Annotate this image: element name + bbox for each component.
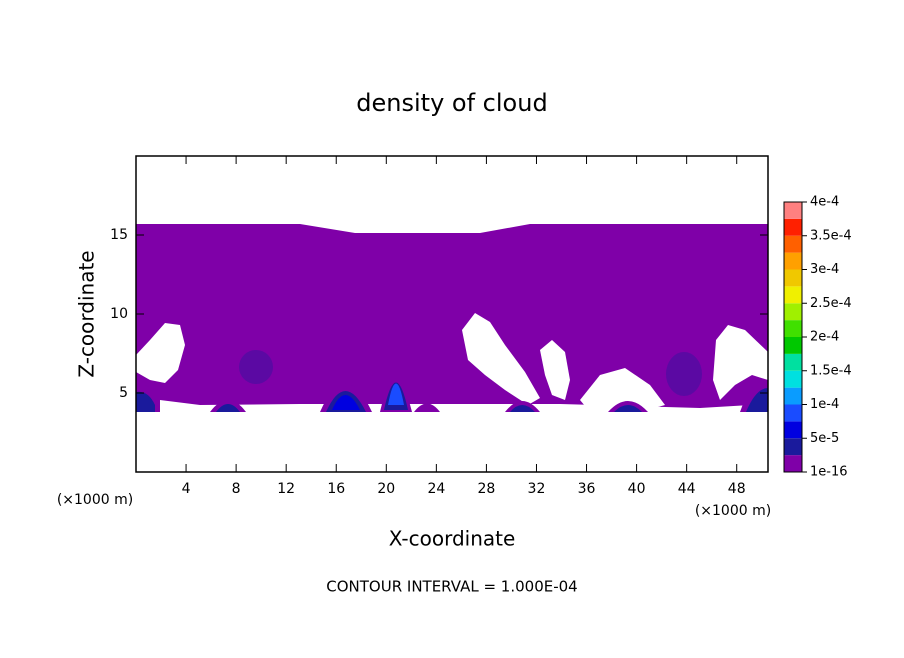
x-tick-label: 48: [728, 481, 746, 497]
contour-region: [388, 383, 404, 405]
colorbar-tick-label: 3e-4: [810, 262, 839, 277]
x-unit-label: (×1000 m): [695, 503, 771, 519]
contour-region: [332, 395, 360, 410]
x-tick-label: 28: [478, 481, 496, 497]
x-tick-label: 40: [628, 481, 646, 497]
colorbar-band: [784, 353, 802, 371]
contour-gap: [136, 323, 185, 383]
colorbar-band: [784, 455, 802, 472]
contour-region: [136, 391, 155, 412]
colorbar-band: [784, 404, 802, 422]
x-tick-label: 24: [427, 481, 445, 497]
contour-region: [239, 350, 273, 384]
x-unit-label: (×1000 m): [57, 492, 133, 508]
x-tick-label: 16: [327, 481, 345, 497]
colorbar-tick-label: 4e-4: [810, 195, 839, 210]
colorbar-band: [784, 421, 802, 439]
y-tick-label: 10: [110, 306, 128, 322]
contour-gap: [136, 396, 768, 414]
colorbar-band: [784, 269, 802, 287]
colorbar-band: [784, 303, 802, 321]
contour-region: [746, 388, 768, 412]
colorbar-tick-label: 3.5e-4: [810, 228, 852, 243]
colorbar-band: [784, 387, 802, 405]
colorbar-band: [784, 252, 802, 270]
contour-region: [414, 403, 440, 412]
colorbar-tick-label: 2.5e-4: [810, 296, 852, 311]
colorbar-tick-label: 1e-16: [810, 465, 848, 480]
chart-title: density of cloud: [356, 89, 547, 117]
colorbar-tick-label: 1.5e-4: [810, 363, 852, 378]
x-tick-label: 12: [277, 481, 295, 497]
contour-region: [666, 352, 702, 396]
colorbar-band: [784, 235, 802, 253]
colorbar-band: [784, 202, 802, 219]
colorbar-band: [784, 370, 802, 388]
y-axis-label: Z-coordinate: [75, 250, 99, 377]
x-tick-label: 4: [182, 481, 191, 497]
x-tick-label: 36: [578, 481, 596, 497]
y-tick-label: 15: [110, 227, 128, 243]
x-tick-label: 44: [678, 481, 696, 497]
colorbar-band: [784, 337, 802, 354]
x-tick-label: 20: [377, 481, 395, 497]
colorbar-band: [784, 320, 802, 337]
colorbar-tick-label: 5e-5: [810, 431, 839, 446]
colorbar-tick-label: 1e-4: [810, 397, 839, 412]
x-tick-label: 32: [528, 481, 546, 497]
contour-region: [216, 404, 240, 412]
contour-gap: [540, 340, 570, 400]
contour-field: [136, 224, 768, 414]
contour-region: [614, 405, 642, 412]
x-axis-label: X-coordinate: [389, 527, 516, 551]
colorbar-band: [784, 218, 802, 236]
colorbar-tick-label: 2e-4: [810, 330, 839, 345]
contour-interval-note: CONTOUR INTERVAL = 1.000E-04: [326, 578, 577, 596]
colorbar-band: [784, 286, 802, 304]
x-tick-label: 8: [232, 481, 241, 497]
contour-region: [510, 405, 535, 412]
contour-region: [136, 224, 768, 412]
contour-gap: [713, 325, 768, 400]
contour-gap: [462, 313, 540, 405]
contour-gap: [580, 368, 665, 412]
y-tick-label: 5: [119, 385, 128, 401]
colorbar-band: [784, 438, 802, 456]
